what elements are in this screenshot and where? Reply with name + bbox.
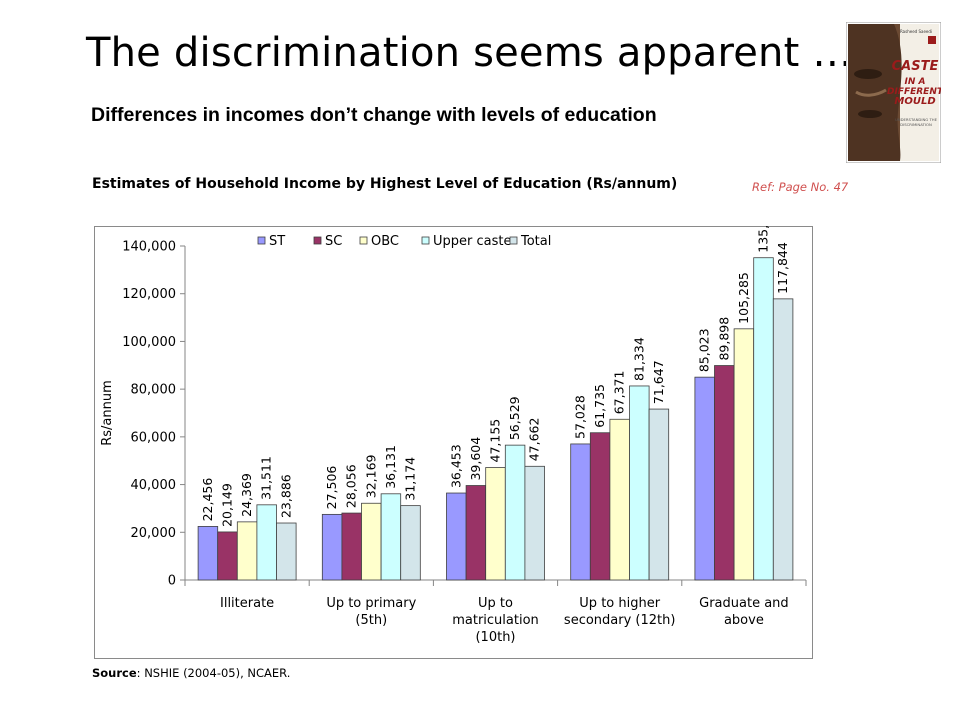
bar xyxy=(570,443,591,581)
bar xyxy=(524,465,545,581)
x-tick-label: Illiterate xyxy=(220,596,274,611)
y-tick-label: 60,000 xyxy=(131,430,177,445)
x-tick-label: Up to xyxy=(478,596,513,611)
bar xyxy=(504,444,526,581)
bar xyxy=(694,376,715,581)
data-label: 105,285 xyxy=(736,272,751,324)
y-axis-title: Rs/annum xyxy=(100,380,115,446)
data-label: 135,086 xyxy=(756,226,771,253)
y-tick-label: 20,000 xyxy=(131,526,177,541)
data-label: 23,886 xyxy=(278,474,293,518)
bar xyxy=(485,467,506,581)
bar xyxy=(400,505,421,581)
data-label: 81,334 xyxy=(631,337,646,381)
y-tick-label: 80,000 xyxy=(131,383,177,398)
y-tick-label: 100,000 xyxy=(122,335,176,350)
bar-chart: 0 20,000 40,000 60,000 80,000 100,000 120,000 1… xyxy=(94,226,813,659)
data-label: 36,453 xyxy=(448,444,463,488)
data-label: 47,155 xyxy=(488,419,503,463)
bar xyxy=(321,513,343,581)
book-title-line: DIFFERENT xyxy=(887,87,941,97)
x-tick-label: (10th) xyxy=(475,630,515,645)
source-note: Source: NSHIE (2004-05), NCAER. xyxy=(92,666,290,680)
x-tick-label: secondary (12th) xyxy=(564,613,676,628)
legend-label: ST xyxy=(269,234,285,249)
data-label: 24,369 xyxy=(239,473,254,517)
bar xyxy=(256,504,277,581)
data-label: 39,604 xyxy=(468,437,483,481)
data-label: 32,169 xyxy=(363,454,378,498)
chart-border xyxy=(94,226,813,659)
legend-swatch xyxy=(257,236,266,245)
data-label: 89,898 xyxy=(716,317,731,361)
bar xyxy=(236,521,258,581)
data-label: 71,647 xyxy=(651,360,666,404)
x-tick-label: matriculation xyxy=(452,613,539,628)
legend-label: Upper caste xyxy=(433,234,511,249)
slide-subtitle: Differences in incomes don’t change with… xyxy=(91,104,657,126)
bar xyxy=(361,502,382,581)
data-label: 22,456 xyxy=(200,478,215,522)
bar xyxy=(465,485,487,581)
bar xyxy=(380,493,402,581)
book-title-line: CASTE xyxy=(892,59,939,74)
data-label: 31,174 xyxy=(403,457,418,501)
y-tick-label: 40,000 xyxy=(131,478,177,493)
data-label: 85,023 xyxy=(697,328,712,372)
y-tick-label: 0 xyxy=(168,574,176,589)
legend-swatch xyxy=(359,236,368,245)
bar xyxy=(446,492,467,581)
bar xyxy=(276,522,297,581)
page-reference: Ref: Page No. 47 xyxy=(752,180,849,194)
legend-swatch xyxy=(313,236,322,245)
bar xyxy=(197,526,219,581)
chart-heading: Estimates of Household Income by Highest… xyxy=(92,176,678,192)
data-label: 61,735 xyxy=(592,384,607,428)
slide-title: The discrimination seems apparent … xyxy=(86,30,853,76)
data-label: 20,149 xyxy=(220,483,235,527)
bar xyxy=(589,432,611,581)
legend-swatch xyxy=(421,236,430,245)
data-label: 31,511 xyxy=(259,456,274,500)
source-text: : NSHIE (2004-05), NCAER. xyxy=(136,666,291,680)
bar xyxy=(648,408,670,581)
book-subtitle-line: DISCRIMINATION xyxy=(900,122,932,127)
bar xyxy=(629,385,650,581)
y-tick-label: 140,000 xyxy=(122,240,176,255)
bar xyxy=(772,298,794,581)
book-title-line: MOULD xyxy=(894,96,935,107)
data-label: 56,529 xyxy=(507,396,522,440)
y-tick-label: 120,000 xyxy=(122,287,176,302)
x-tick-label: Graduate and xyxy=(699,596,789,611)
data-label: 57,028 xyxy=(573,395,588,439)
bar xyxy=(753,257,774,581)
book-subtitle-line: UNDERSTANDING THE xyxy=(895,117,938,122)
x-tick-label: above xyxy=(724,613,764,628)
bar xyxy=(733,328,755,581)
bar xyxy=(217,531,238,581)
data-label: 27,506 xyxy=(324,466,339,510)
data-label: 28,056 xyxy=(344,464,359,508)
book-author: Rasheed Saeedi xyxy=(900,29,932,34)
legend-label: SC xyxy=(325,234,342,249)
bar xyxy=(714,365,735,581)
data-label: 117,844 xyxy=(775,242,790,294)
legend-label: OBC xyxy=(371,234,399,249)
data-label: 47,662 xyxy=(527,418,542,462)
source-label: Source xyxy=(92,666,137,680)
bar xyxy=(341,512,362,581)
legend-label: Total xyxy=(520,234,551,249)
bar xyxy=(609,418,630,581)
x-tick-label: Up to higher xyxy=(579,596,660,611)
legend-swatch xyxy=(509,236,518,245)
book-title-line: IN A xyxy=(905,77,926,87)
data-label: 67,371 xyxy=(612,371,627,415)
x-tick-label: Up to primary xyxy=(326,596,416,611)
data-label: 36,131 xyxy=(383,445,398,489)
x-tick-label: (5th) xyxy=(355,613,387,628)
